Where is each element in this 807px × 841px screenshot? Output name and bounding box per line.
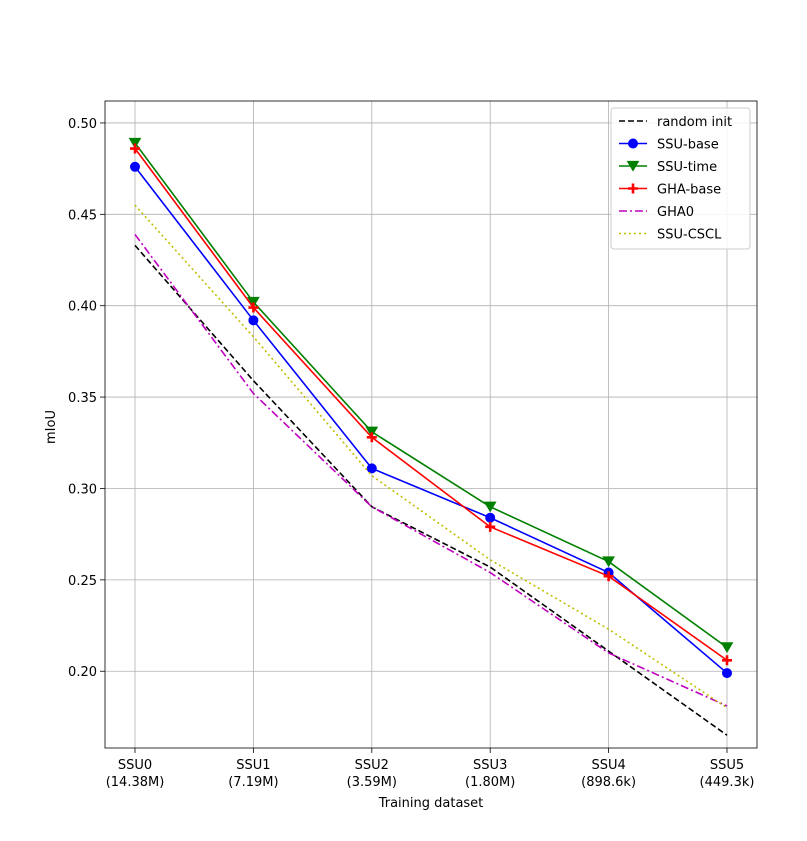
data-point — [603, 571, 614, 582]
series-random-init — [134, 244, 728, 736]
x-axis-label: Training dataset — [378, 796, 484, 811]
legend-marker — [626, 160, 640, 172]
y-tick-label: 0.40 — [68, 300, 97, 315]
series-ssu-time — [128, 137, 734, 654]
series-line — [134, 142, 728, 649]
series-line — [134, 148, 728, 661]
series-gha-base — [130, 143, 732, 666]
data-point — [722, 655, 732, 666]
y-tick-label: 0.35 — [68, 391, 97, 406]
data-point — [130, 143, 140, 154]
series-line — [134, 244, 728, 736]
data-point — [485, 512, 496, 523]
x-tick-label: SSU4 — [591, 758, 625, 773]
legend-label: SSU-time — [657, 160, 717, 175]
plot-frame — [104, 100, 758, 749]
series-gha0 — [134, 233, 728, 707]
y-tick-label: 0.50 — [68, 117, 97, 132]
legend: random init SSU-base SSU-time GHA-base GHA0 S… — [610, 107, 751, 250]
x-tick-sublabel: (449.3k) — [700, 775, 755, 790]
data-point — [366, 463, 377, 474]
data-point — [483, 501, 497, 513]
data-point — [128, 137, 142, 149]
legend-label: GHA0 — [657, 205, 694, 220]
y-axis-label: mIoU — [44, 410, 59, 444]
data-point — [130, 161, 140, 172]
data-point — [485, 521, 496, 532]
data-point — [722, 668, 732, 679]
data-point — [248, 315, 259, 326]
data-point — [602, 556, 615, 568]
data-point — [247, 296, 260, 308]
x-tick-sublabel: (1.80M) — [465, 775, 515, 790]
x-tick-sublabel: (7.19M) — [228, 775, 278, 790]
legend-marker — [628, 138, 638, 149]
x-tick-label: SSU2 — [355, 758, 389, 773]
x-tick-label: SSU5 — [710, 758, 744, 773]
legend-label: SSU-base — [657, 138, 719, 153]
series-ssu-cscl — [134, 204, 728, 709]
x-tick-label: SSU3 — [473, 758, 507, 773]
series-line — [134, 233, 728, 707]
y-tick-label: 0.45 — [68, 208, 97, 223]
x-tick-label: SSU0 — [118, 758, 152, 773]
x-tick-label: SSU1 — [236, 758, 270, 773]
axes: SSU0 (14.38M) SSU1 (7.19M) SSU2 (3.59M) SSU3 (1… — [68, 100, 758, 790]
data-point — [248, 302, 259, 313]
data-point — [366, 432, 377, 443]
data-point — [720, 642, 734, 654]
y-tick-label: 0.20 — [68, 665, 97, 680]
y-tick-label: 0.25 — [68, 574, 97, 589]
legend-marker — [628, 183, 638, 194]
legend-label: GHA-base — [657, 183, 721, 198]
series-group — [128, 137, 734, 736]
x-tick-sublabel: (14.38M) — [106, 775, 165, 790]
x-tick-sublabel: (898.6k) — [581, 775, 636, 790]
y-tick-label: 0.30 — [68, 482, 97, 497]
data-point — [365, 426, 379, 438]
legend-label: SSU-CSCL — [657, 228, 722, 243]
x-tick-sublabel: (3.59M) — [347, 775, 397, 790]
legend-label: random init — [657, 115, 732, 130]
series-line — [134, 204, 728, 709]
